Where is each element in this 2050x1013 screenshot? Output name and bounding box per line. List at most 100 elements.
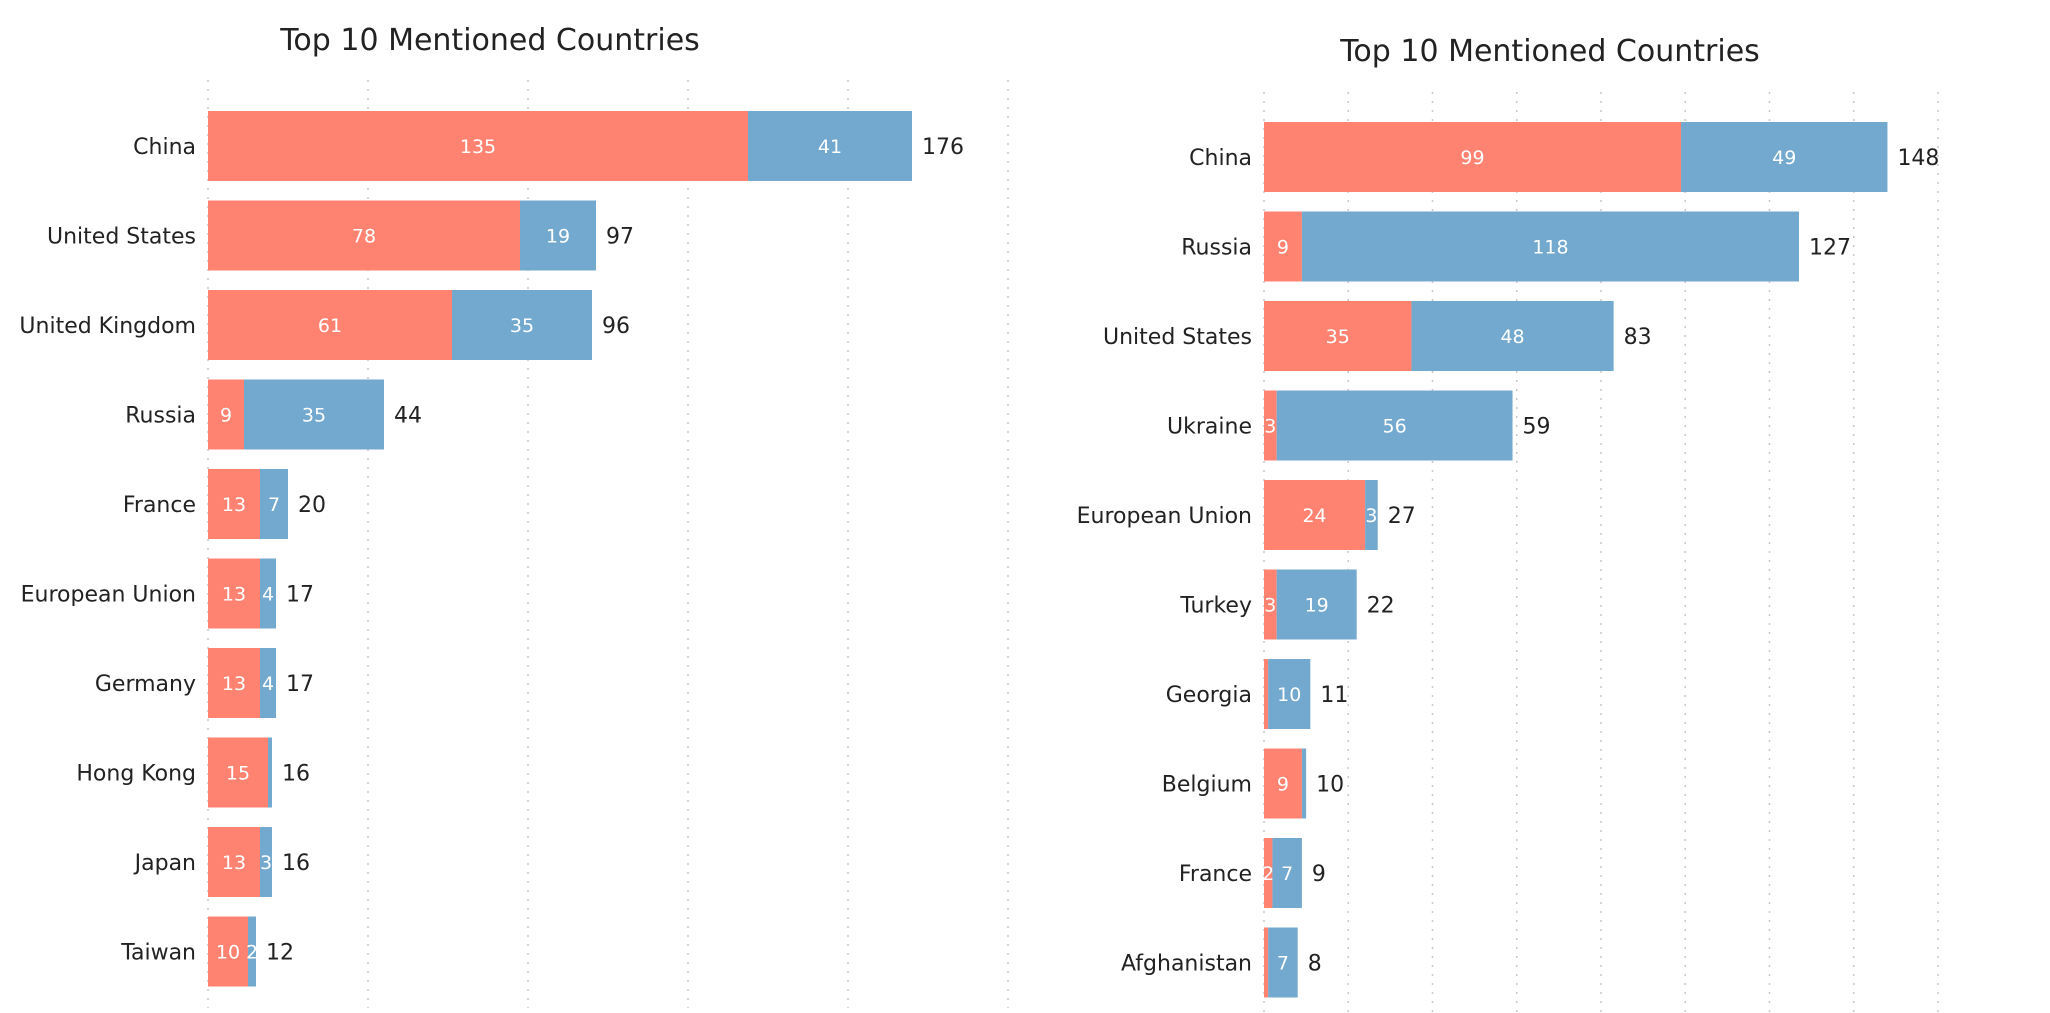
segment-value-label: 9: [220, 405, 232, 427]
segment-value-label: 4: [262, 584, 274, 606]
segment-value-label: 56: [1382, 416, 1406, 438]
bar-segment-1: [208, 200, 520, 271]
total-value-label: 22: [1367, 594, 1395, 619]
chart-right: Top 10 Mentioned Countries China 99 49 148R…: [1077, 34, 1939, 1013]
total-value-label: 127: [1809, 236, 1851, 261]
bar-row-germany: Germany 13 4 17: [95, 648, 314, 718]
category-label: United States: [47, 225, 196, 250]
total-value-label: 17: [286, 672, 314, 697]
category-label: France: [123, 493, 196, 518]
bar-segment-2: [520, 200, 596, 271]
bar-segment-1: [1264, 390, 1277, 461]
bar-segment-2: [452, 290, 592, 360]
category-label: Georgia: [1166, 683, 1252, 708]
bar-segment-1: [208, 379, 244, 450]
segment-value-label: 3: [1264, 416, 1276, 438]
segment-value-label: 7: [1277, 953, 1289, 975]
total-value-label: 17: [286, 583, 314, 608]
bar-segment-2: [1268, 927, 1298, 998]
bar-row-european-union: European Union 24 3 27: [1077, 480, 1416, 550]
segment-value-label: 99: [1460, 147, 1484, 169]
bar-row-china: China 135 41 176: [133, 111, 964, 181]
bar-segment-2: [1681, 122, 1888, 192]
segment-value-label: 135: [460, 136, 496, 158]
total-value-label: 9: [1312, 862, 1326, 887]
bar-segment-2: [260, 648, 276, 718]
bar-row-russia: Russia 9 35 44: [125, 379, 422, 450]
category-label: Russia: [125, 404, 196, 429]
bar-row-afghanistan: Afghanistan 7 8: [1121, 927, 1322, 998]
bar-segment-2: [260, 827, 272, 897]
bar-row-united-states: United States 35 48 83: [1103, 301, 1652, 371]
bar-segment-2: [748, 111, 912, 181]
bar-segment-1: [208, 916, 248, 987]
category-label: Russia: [1181, 236, 1252, 261]
bar-segment-1: [1264, 122, 1682, 192]
total-value-label: 83: [1624, 325, 1652, 350]
category-label: Hong Kong: [76, 762, 196, 787]
bar-segment-2: [1268, 659, 1311, 729]
segment-value-label: 3: [1264, 595, 1276, 617]
category-label: France: [1179, 862, 1252, 887]
bar-segment-2: [260, 558, 276, 629]
segment-value-label: 35: [302, 405, 326, 427]
total-value-label: 44: [394, 404, 422, 429]
segment-value-label: 9: [1277, 237, 1289, 259]
total-value-label: 27: [1388, 504, 1416, 529]
bar-segment-1: [208, 737, 268, 808]
bar-row-georgia: Georgia 10 11: [1166, 659, 1348, 729]
category-label: European Union: [1077, 504, 1252, 529]
bar-row-united-states: United States 78 19 97: [47, 200, 634, 271]
chart-title: Top 10 Mentioned Countries: [1339, 34, 1760, 69]
bar-row-turkey: Turkey 3 19 22: [1179, 569, 1395, 640]
bar-row-hong-kong: Hong Kong 15 16: [76, 737, 310, 808]
total-value-label: 148: [1897, 146, 1939, 171]
total-value-label: 11: [1320, 683, 1348, 708]
bar-segment-2: [1276, 569, 1357, 640]
segment-value-label: 2: [1262, 863, 1274, 885]
bar-row-china: China 99 49 148: [1189, 122, 1939, 192]
bar-row-russia: Russia 9 118 127: [1181, 211, 1851, 282]
bar-segment-2: [1365, 480, 1378, 550]
bar-segment-1: [208, 648, 260, 718]
chart-left: Top 10 Mentioned Countries China 135 41 176…: [19, 23, 1009, 1008]
segment-value-label: 3: [1365, 505, 1377, 527]
bar-segment-2: [248, 916, 256, 987]
bar-segment-1: [1264, 838, 1273, 908]
segment-value-label: 13: [222, 584, 246, 606]
bar-segment-2: [1272, 838, 1302, 908]
segment-value-label: 4: [262, 673, 274, 695]
bar-segment-1: [208, 290, 452, 360]
bar-segment-2: [1276, 390, 1513, 461]
bar-row-france: France 2 7 9: [1179, 838, 1326, 908]
category-label: Belgium: [1162, 773, 1252, 798]
total-value-label: 96: [602, 314, 630, 339]
segment-value-label: 49: [1772, 147, 1796, 169]
segment-value-label: 13: [222, 673, 246, 695]
segment-value-label: 35: [1326, 326, 1350, 348]
segment-value-label: 35: [510, 315, 534, 337]
category-label: European Union: [21, 583, 196, 608]
chart-title: Top 10 Mentioned Countries: [279, 23, 700, 58]
segment-value-label: 24: [1302, 505, 1326, 527]
segment-value-label: 13: [222, 852, 246, 874]
category-label: China: [1189, 146, 1252, 171]
segment-value-label: 19: [1305, 595, 1329, 617]
category-label: Germany: [95, 672, 196, 697]
bar-segment-2: [1301, 211, 1799, 282]
bar-segment-1: [208, 111, 748, 181]
segment-value-label: 7: [1281, 863, 1293, 885]
bar-row-european-union: European Union 13 4 17: [21, 558, 314, 629]
bar-segment-1: [208, 558, 260, 629]
segment-value-label: 2: [246, 942, 258, 964]
total-value-label: 97: [606, 225, 634, 250]
segment-value-label: 78: [352, 226, 376, 248]
segment-value-label: 7: [268, 494, 280, 516]
bar-segment-1: [1264, 569, 1277, 640]
total-value-label: 8: [1308, 952, 1322, 977]
category-label: Ukraine: [1167, 415, 1252, 440]
segment-value-label: 118: [1532, 237, 1568, 259]
bar-row-belgium: Belgium 9 10: [1162, 748, 1344, 819]
bar-row-united-kingdom: United Kingdom 61 35 96: [19, 290, 630, 360]
